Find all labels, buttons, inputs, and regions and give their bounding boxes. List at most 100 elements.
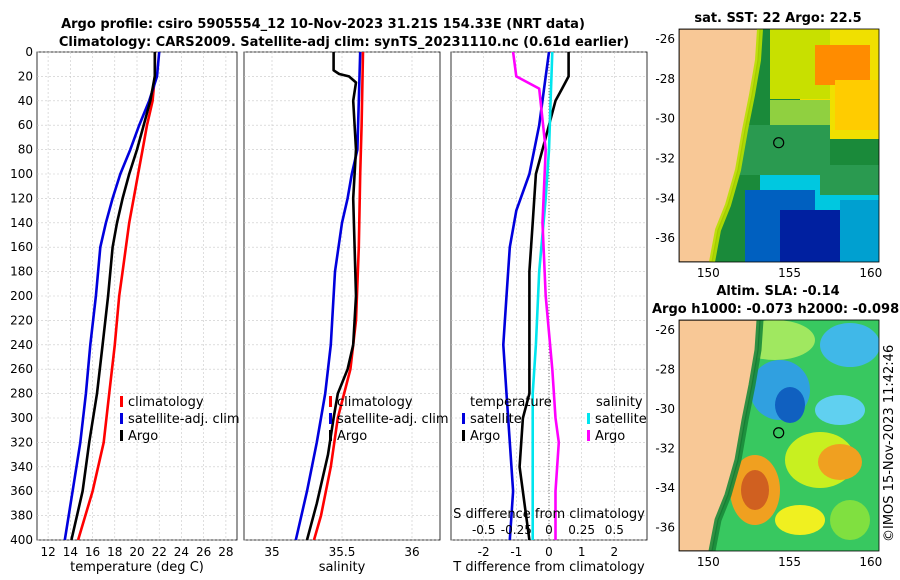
legend-label-satellite: satellite-adj. clim [337,412,449,427]
salinity-legend: climatology satellite-adj. clim Argo [329,395,449,444]
legend-title-salinity: salinity [596,395,643,410]
difference-panel: -2 -1 0 1 2 T difference from climatology S … [450,51,648,575]
y-tick-label: 40 [18,94,33,108]
side-timestamp: ©IMOS 15-Nov-2023 11:42:46 [882,345,897,542]
y-tick-label: 340 [10,460,33,474]
x-tick-label: 26 [196,545,211,559]
legend-swatch-climatology [120,396,123,407]
x-tick-label: 24 [174,545,189,559]
series-line-satellite-adj-clim [294,52,362,540]
header-title-line2: Climatology: CARS2009. Satellite-adj cli… [59,35,629,50]
x-tick-label: 2 [611,545,619,559]
x-tick-label: 0 [545,545,553,559]
map-y-tick-label: -26 [655,32,675,46]
s-tick-label: 0 [545,523,553,537]
salinity-xlabel: salinity [319,560,366,575]
legend-label-argo: Argo [337,429,367,444]
legend-swatch-t-satellite [462,413,465,424]
y-tick-label: 380 [10,509,33,523]
map-y-tick-label: -28 [655,72,675,86]
map-y-tick-label: -28 [655,362,675,376]
map-y-tick-label: -30 [655,112,675,126]
series-line-satellite-adj-clim [63,52,161,540]
y-tick-label: 260 [10,362,33,376]
temperature-xlabel: temperature (deg C) [70,560,204,575]
s-difference-xlabel: S difference from climatology [453,507,645,522]
map-x-tick-label: 155 [778,266,801,280]
map-y-tick-label: -32 [655,151,675,165]
series-line-s-argo [511,52,561,540]
legend-swatch-satellite [120,413,123,424]
legend-swatch-s-satellite [587,413,590,424]
map-y-tick-label: -36 [655,231,675,245]
y-tick-label: 160 [10,240,33,254]
legend-swatch-argo [120,430,123,441]
sla-map-title-line1: Altim. SLA: -0.14 [716,284,839,299]
x-tick-label: 14 [63,545,78,559]
series-line-climatology [76,52,157,540]
header-title-line1: Argo profile: csiro 5905554_12 10-Nov-20… [61,17,585,32]
x-tick-label: 18 [107,545,122,559]
sla-map-image [679,320,879,551]
x-tick-label: 35 [264,545,279,559]
x-tick-label: 28 [218,545,233,559]
sst-map-frame [678,28,880,263]
sla-map: Altim. SLA: -0.14 Argo h1000: -0.073 h20… [652,284,899,569]
legend-label-t-argo: Argo [470,429,500,444]
salinity-panel: 35 35.5 36 salinity climatology satellite-… [243,51,449,575]
x-tick-label: 36 [404,545,419,559]
map-y-tick-label: -36 [655,520,675,534]
legend-title-temperature: temperature [470,395,552,410]
y-tick-label: 180 [10,265,33,279]
s-tick-label: 0.5 [605,523,624,537]
map-y-tick-label: -26 [655,323,675,337]
y-tick-label: 140 [10,216,33,230]
legend-label-climatology: climatology [128,395,204,410]
y-tick-label: 120 [10,191,33,205]
y-tick-label: 100 [10,167,33,181]
x-tick-label: 12 [40,545,55,559]
legend-swatch-climatology [329,396,332,407]
series-line-s-satellite [531,52,554,540]
map-y-tick-label: -34 [655,191,675,205]
y-tick-label: 300 [10,411,33,425]
y-tick-label: 0 [25,45,33,59]
series-line-t-argo [518,52,570,540]
y-tick-label: 220 [10,313,33,327]
t-difference-xlabel: T difference from climatology [452,560,645,575]
y-tick-label: 60 [18,118,33,132]
x-tick-label: -1 [510,545,522,559]
map-y-tick-label: -34 [655,481,675,495]
map-y-tick-label: -32 [655,441,675,455]
x-tick-label: 20 [129,545,144,559]
y-tick-label: 360 [10,484,33,498]
y-tick-label: 20 [18,69,33,83]
map-x-tick-label: 150 [697,266,720,280]
y-tick-label: 400 [10,533,33,547]
map-x-tick-label: 150 [697,555,720,569]
series-line-argo [70,52,157,540]
s-tick-label: -0.5 [472,523,495,537]
sst-map-title: sat. SST: 22 Argo: 22.5 [694,11,861,26]
legend-label-s-argo: Argo [595,429,625,444]
sla-map-title-line2: Argo h1000: -0.073 h2000: -0.098 [652,302,899,317]
legend-label-argo: Argo [128,429,158,444]
series-line-argo [305,52,358,540]
legend-swatch-argo [329,430,332,441]
legend-swatch-satellite [329,413,332,424]
x-tick-label: 22 [152,545,167,559]
x-tick-label: 16 [85,545,100,559]
s-tick-label: -0.25 [501,523,532,537]
legend-swatch-s-argo [587,430,590,441]
y-tick-label: 280 [10,387,33,401]
x-tick-label: 1 [578,545,586,559]
sst-map: sat. SST: 22 Argo: 22.5 150 155 160 -26 -28 -… [655,11,882,280]
series-line-t-satellite [502,52,551,540]
y-tick-label: 200 [10,289,33,303]
difference-legend: temperature satellite Argo salinity sate… [462,395,647,444]
sla-map-frame [678,319,880,552]
temperature-legend: climatology satellite-adj. clim Argo [120,395,240,444]
sst-map-image [679,29,879,262]
y-tick-label: 80 [18,143,33,157]
